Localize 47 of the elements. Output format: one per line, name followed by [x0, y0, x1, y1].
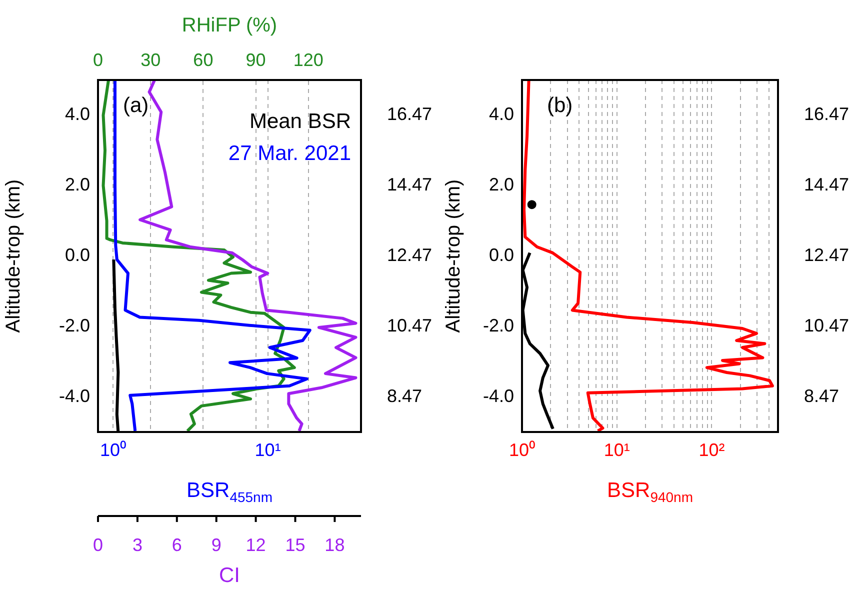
y-tick-label: -2.0 — [482, 315, 514, 336]
x-tick-label: 10¹ — [254, 440, 281, 460]
x-axis-title: BSR$_{940nm}$ — [607, 479, 693, 506]
annotation: Mean BSR — [249, 110, 351, 133]
x-tick-label: 10⁰ — [100, 440, 126, 460]
annotation: (b) — [547, 94, 573, 117]
y2-tick-label: 16.47 — [387, 104, 432, 124]
y2-tick-label: 10.47 — [387, 315, 432, 336]
y-tick-label: 2.0 — [488, 174, 514, 195]
x2-tick-label: 60 — [193, 50, 214, 70]
y2-tick-label: 10.47 — [804, 315, 850, 336]
x2-tick-label: 120 — [293, 50, 324, 70]
y2-tick-label: 14.47 — [387, 174, 432, 195]
y2-tick-label: 12.47 — [804, 244, 850, 265]
x-tick-label: 6 — [172, 534, 182, 555]
x2-axis-title: RHiFP (%) — [182, 14, 278, 37]
y2-tick-label: 8.47 — [387, 386, 422, 406]
y-tick-label: -4.0 — [58, 386, 90, 406]
y-tick-label: 2.0 — [64, 174, 90, 195]
x-tick-label: 10² — [698, 440, 725, 460]
y-tick-label: -4.0 — [482, 386, 514, 406]
annotation: 27 Mar. 2021 — [228, 142, 351, 165]
x-axis-title: CI — [219, 564, 240, 587]
x-tick-label: 10⁰ — [508, 440, 536, 460]
y-tick-label: 0.0 — [64, 244, 90, 265]
x-tick-label: 0 — [92, 534, 104, 555]
annotation: (a) — [123, 94, 149, 117]
y2-tick-label: 8.47 — [804, 386, 840, 406]
x-tick-label: 15 — [285, 534, 306, 555]
y2-tick-label: 12.47 — [387, 244, 432, 265]
x-tick-label: 12 — [246, 534, 266, 555]
y-tick-label: -2.0 — [58, 315, 90, 336]
x-axis-title: BSR$_{455nm}$ — [186, 479, 272, 506]
x-tick-label: 3 — [132, 534, 142, 555]
y2-tick-label: 14.47 — [804, 174, 850, 195]
y-tick-label: 4.0 — [64, 104, 90, 124]
y2-tick-label: 16.47 — [804, 104, 850, 124]
x2-tick-label: 90 — [246, 50, 266, 70]
y-axis-title: Altitude-trop (km) — [2, 179, 25, 333]
x2-tick-label: 0 — [92, 50, 104, 70]
y-tick-label: 0.0 — [488, 244, 514, 265]
x-tick-label: 18 — [324, 534, 345, 555]
x-tick-label: 10¹ — [604, 440, 630, 460]
x-tick-label: 9 — [211, 534, 222, 555]
x2-tick-label: 30 — [140, 50, 161, 70]
y-tick-label: 4.0 — [488, 104, 514, 124]
y-axis-title: Altitude-trop (km) — [442, 179, 465, 333]
